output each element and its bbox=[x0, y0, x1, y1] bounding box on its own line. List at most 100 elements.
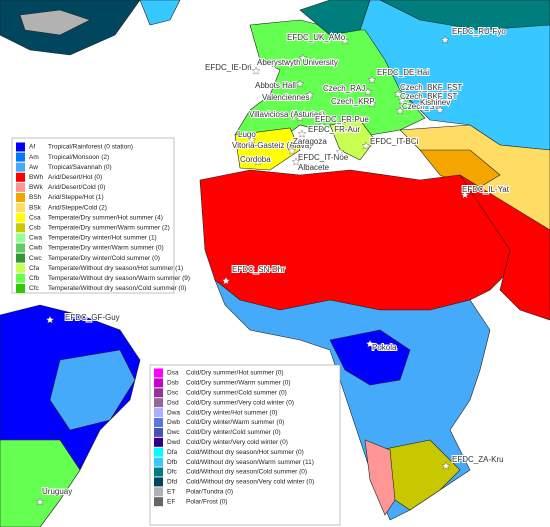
legend-code: Dfd bbox=[167, 479, 178, 486]
legend-swatch bbox=[154, 398, 163, 408]
legend-name: Cold/Dry summer/Warm summer (0) bbox=[186, 380, 291, 387]
legend-code: Cwc bbox=[29, 255, 42, 262]
legend-swatch bbox=[154, 427, 163, 437]
legend-swatch bbox=[16, 273, 25, 283]
legend-name: Cold/Without dry season/Hot summer (0) bbox=[186, 449, 304, 456]
legend-swatch bbox=[154, 457, 163, 467]
legend-code: Dfc bbox=[167, 469, 178, 476]
legend-code: Csb bbox=[29, 225, 41, 232]
station-label: Abbots Hall bbox=[255, 81, 296, 90]
legend-code: Dsd bbox=[167, 399, 179, 406]
station-marker bbox=[295, 79, 305, 88]
legend-swatch bbox=[16, 243, 25, 253]
station-label: Czech_ST bbox=[402, 102, 439, 111]
station-label: Albacete bbox=[298, 163, 330, 172]
legend-code: Cwa bbox=[29, 235, 42, 242]
station-marker bbox=[397, 96, 407, 105]
station-marker bbox=[35, 497, 45, 506]
station-label: Uruguay bbox=[42, 487, 72, 496]
station-label: EFDC_ZA-Kru bbox=[452, 455, 504, 464]
legend-code: Dsa bbox=[167, 370, 179, 377]
legend-name: Tropical/Monsoon (2) bbox=[48, 154, 109, 161]
legend-name: Polar/Tundra (0) bbox=[186, 489, 233, 496]
legend-name: Cold/Dry summer/Cold summer (0) bbox=[186, 390, 287, 397]
legend-swatch bbox=[154, 388, 163, 398]
legend-swatch bbox=[16, 283, 25, 293]
legend-code: BSk bbox=[29, 204, 42, 211]
station-label: Czech_BKF_FST bbox=[400, 83, 462, 92]
station-label: Cordoba bbox=[240, 155, 271, 164]
station-label: Czech_BKF_ST bbox=[400, 92, 457, 101]
station-marker bbox=[45, 315, 55, 324]
legend-swatch bbox=[154, 487, 163, 497]
legend-code: Cfb bbox=[29, 275, 40, 282]
legend-name: Arid/Desert/Hot (0) bbox=[48, 174, 102, 181]
legend-code: Dsc bbox=[167, 390, 179, 397]
legend-name: Polar/Frost (0) bbox=[186, 498, 228, 505]
station-label: EFDC_FR-Aur bbox=[308, 125, 360, 134]
station-marker bbox=[395, 106, 405, 115]
legend-code: Dwc bbox=[167, 429, 180, 436]
station-label: Valenciennes bbox=[262, 93, 309, 102]
station-marker bbox=[221, 276, 231, 285]
legend-swatch bbox=[154, 497, 163, 507]
legend-name: Cold/Dry summer/Hot summer (0) bbox=[186, 370, 284, 377]
legend-swatch bbox=[16, 203, 25, 213]
legend-name: Temperate/Without dry season/Warm summer… bbox=[48, 275, 190, 282]
station-marker bbox=[367, 99, 377, 108]
legend-code: BSh bbox=[29, 194, 42, 201]
legend-code: Dfb bbox=[167, 459, 178, 466]
station-label: Czech_KRP bbox=[331, 97, 375, 106]
legend-swatch bbox=[16, 213, 25, 223]
legend-code: Cwb bbox=[29, 245, 42, 252]
stations: EFDC_UK_AMo EFDC_RU-Fyo Aberystwyth Univer… bbox=[35, 26, 511, 506]
legend-name: Cold/Without dry season/Very cold winter… bbox=[186, 479, 314, 486]
station-marker bbox=[295, 113, 305, 122]
legend-swatch bbox=[154, 368, 163, 378]
legend-swatch bbox=[16, 142, 25, 152]
legend-swatch bbox=[154, 447, 163, 457]
legend-code: Dwb bbox=[167, 419, 180, 426]
legend-name: Tropical/Rainforest (0 station) bbox=[48, 144, 133, 151]
station-label: Kishinev bbox=[420, 98, 450, 107]
legend-swatch bbox=[16, 223, 25, 233]
legend-name: Arid/Desert/Cold (0) bbox=[48, 184, 105, 191]
station-marker bbox=[363, 87, 373, 96]
station-label: EFDC_IL-Yat bbox=[462, 185, 510, 194]
legend-name: Temperate/Dry summer/Hot summer (4) bbox=[48, 214, 163, 221]
legend-code: Cfa bbox=[29, 265, 40, 272]
station-marker bbox=[298, 53, 308, 62]
legend-swatch bbox=[16, 172, 25, 182]
legend-swatch bbox=[154, 408, 163, 418]
legend-name: Tropical/Savannah (0) bbox=[48, 164, 112, 171]
legend-code: Dwd bbox=[167, 439, 180, 446]
legend-box bbox=[149, 364, 341, 526]
legend-swatch bbox=[16, 152, 25, 162]
station-label: Villaviciosa (Asturias) bbox=[249, 110, 325, 119]
station-label: Pokola bbox=[372, 343, 397, 352]
legend-code: BWk bbox=[29, 184, 43, 191]
station-marker bbox=[441, 461, 451, 470]
station-marker bbox=[340, 36, 350, 45]
station-marker bbox=[287, 146, 297, 155]
station-label: Aberystwyth University bbox=[257, 58, 338, 67]
station-label: Vitoria-Gasteiz (Alava) bbox=[232, 141, 312, 150]
station-label: Lugo bbox=[238, 130, 256, 139]
legend-name: Cold/Dry winter/Cold summer (0) bbox=[186, 429, 281, 436]
station-label: EFDC_UK_AMo bbox=[287, 33, 346, 42]
station-label: Zaragoza bbox=[293, 137, 327, 146]
station-label: EFDC_IT-Noe bbox=[298, 153, 349, 162]
legend-code: BWh bbox=[29, 174, 43, 181]
legend-code: Aw bbox=[29, 164, 38, 171]
station-marker bbox=[365, 339, 375, 348]
station-marker bbox=[460, 190, 470, 199]
legend-swatch bbox=[16, 263, 25, 273]
legend-swatch bbox=[16, 162, 25, 172]
legend-name: Temperate/Dry winter/Cold summer (0) bbox=[48, 255, 160, 262]
station-marker bbox=[335, 147, 345, 156]
station-marker bbox=[317, 121, 327, 130]
legend-swatch bbox=[16, 193, 25, 202]
station-marker bbox=[275, 141, 285, 150]
